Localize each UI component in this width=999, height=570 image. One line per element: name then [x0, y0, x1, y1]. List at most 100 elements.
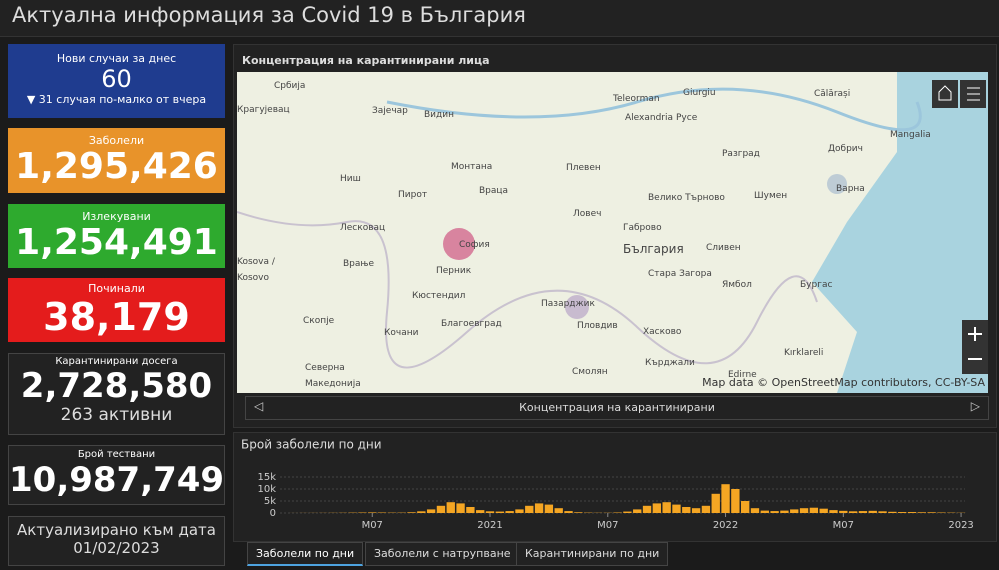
bar [574, 512, 583, 513]
map-label: Mangalia [890, 130, 931, 140]
bar [652, 503, 662, 513]
map-label: Варна [836, 184, 865, 194]
tab[interactable]: Заболели с натрупване [365, 542, 520, 566]
map-label: Смолян [572, 367, 608, 377]
bar [819, 508, 828, 513]
map-label: Северна [305, 363, 345, 373]
bar [407, 512, 416, 513]
kpi-card: Брой тествани 10,987,749 [8, 445, 225, 505]
map-label: Разград [722, 149, 760, 159]
list-icon [967, 87, 980, 101]
x-tick-label: 2021 [477, 520, 502, 531]
bar [642, 505, 652, 513]
kpi-label: Актуализирано към дата [17, 521, 216, 539]
map-label: Русе [676, 113, 698, 123]
kpi-value: 38,179 [43, 295, 190, 339]
map[interactable]: Map data © OpenStreetMap contributors, C… [237, 72, 988, 393]
map-label: Пирот [398, 190, 427, 200]
bar [672, 504, 681, 513]
border [237, 211, 818, 369]
river [386, 87, 922, 132]
kpi-card: Заболели 1,295,426 [8, 128, 225, 193]
map-label: Kırklareli [784, 348, 823, 358]
page-title: Актуална информация за Covid 19 в Българ… [12, 3, 526, 27]
tab[interactable]: Заболели по дни [247, 542, 364, 566]
map-label: Пловдив [577, 321, 618, 331]
map-label: Враца [479, 186, 508, 196]
map-label: Видин [424, 110, 454, 120]
kpi-label: Карантинирани досега [55, 356, 178, 367]
kpi-value: 2,728,580 [20, 366, 213, 406]
heat-spot [443, 228, 475, 260]
map-label: Велико Търново [648, 193, 725, 203]
map-label: Шумен [754, 191, 787, 201]
map-label: Сливен [706, 243, 741, 253]
bar [701, 505, 711, 513]
map-label: Хасково [643, 327, 682, 337]
y-tick-label: 15k [257, 472, 276, 483]
zoom-icons [968, 327, 982, 360]
header: Актуална информация за Covid 19 в Българ… [0, 0, 999, 37]
map-label: Ловеч [573, 209, 601, 219]
bar [446, 502, 455, 513]
chart-panel [233, 432, 997, 542]
map-label: Зајечар [372, 106, 408, 116]
bar [731, 489, 740, 513]
map-label: Călărași [814, 89, 850, 99]
x-tick-label: 2023 [948, 520, 973, 531]
tab[interactable]: Карантинирани по дни [516, 542, 669, 566]
bar [868, 510, 877, 513]
bar [741, 501, 750, 513]
kpi-value: 60 [101, 65, 132, 93]
bar [368, 512, 377, 513]
map-label: Србија [274, 81, 305, 91]
bar [544, 504, 554, 513]
bar [426, 509, 436, 513]
bar [760, 510, 769, 513]
map-label: Габрово [623, 223, 662, 233]
map-label: Стара Загора [648, 269, 712, 279]
map-label: Kosovo [237, 273, 269, 283]
map-label: Edirne [728, 370, 757, 380]
sea [812, 72, 988, 393]
bar [554, 508, 563, 513]
bar [809, 507, 819, 513]
bar [750, 508, 760, 513]
map-label: Врање [343, 259, 374, 269]
bar [466, 507, 475, 513]
bar [515, 509, 524, 513]
map-label: Скопје [303, 316, 335, 326]
kpi-note: 263 активни [60, 405, 173, 425]
map-label: Добрич [828, 144, 863, 154]
bar [721, 484, 730, 513]
bar [898, 512, 907, 513]
map-label: Кюстендил [412, 291, 465, 301]
home-button[interactable] [932, 80, 958, 108]
map-label: Кочани [384, 328, 419, 338]
bar [917, 512, 926, 513]
map-carousel[interactable]: ◁ Концентрация на карантинирани ▷ [245, 396, 989, 420]
map-label: Ниш [340, 174, 361, 184]
bar [790, 509, 799, 513]
y-tick-label: 0 [270, 508, 276, 519]
bar [799, 508, 809, 513]
x-tick-label: 2022 [713, 520, 738, 531]
bar [476, 510, 485, 513]
bar [662, 502, 671, 513]
bar [907, 512, 917, 513]
bar [839, 510, 848, 513]
kpi-label: Брой тествани [77, 449, 156, 460]
bar [564, 511, 573, 513]
y-tick-label: 10k [257, 484, 276, 495]
chart-title: Брой заболели по дни [241, 438, 382, 452]
kpi-note: ▼ 31 случая по-малко от вчера [26, 93, 207, 106]
kpi-card: Нови случаи за днес 60 ▼ 31 случая по-ма… [8, 44, 225, 118]
x-tick-label: M07 [597, 520, 618, 531]
home-icon [938, 85, 952, 101]
kpi-card: Излекувани 1,254,491 [8, 204, 225, 268]
map-label: Бургас [800, 280, 832, 290]
map-label: Крагујевац [237, 105, 290, 115]
kpi-label: Починали [88, 282, 145, 295]
bar [848, 511, 858, 513]
bar [525, 505, 534, 513]
